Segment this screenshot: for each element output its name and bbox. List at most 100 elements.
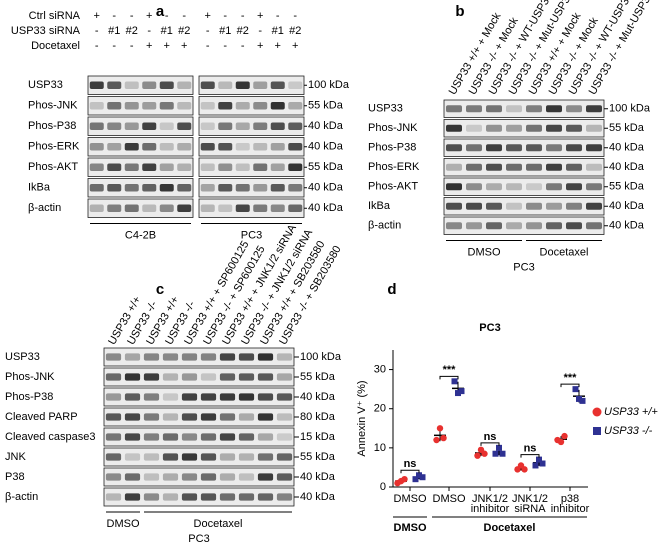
lane-symbol: - bbox=[112, 40, 116, 52]
band bbox=[446, 202, 462, 210]
blot-size: 40 kDa bbox=[300, 391, 336, 403]
lane-symbol: #1 bbox=[272, 25, 284, 37]
band bbox=[143, 473, 160, 481]
band bbox=[546, 202, 562, 210]
band bbox=[546, 163, 562, 171]
band bbox=[238, 473, 255, 481]
band bbox=[177, 143, 192, 151]
band bbox=[270, 143, 285, 151]
band bbox=[162, 473, 179, 481]
blot-size: 40 kDa bbox=[308, 202, 344, 214]
band bbox=[486, 105, 502, 113]
blot-label: Phos-P38 bbox=[368, 142, 416, 154]
blot-label: USP33 bbox=[368, 103, 403, 115]
band bbox=[276, 393, 293, 401]
band bbox=[238, 453, 255, 461]
band bbox=[142, 204, 157, 212]
band bbox=[253, 122, 268, 130]
band bbox=[162, 493, 179, 501]
lane-symbol: - bbox=[206, 25, 210, 37]
band bbox=[177, 163, 192, 171]
band bbox=[124, 493, 141, 501]
band bbox=[546, 124, 562, 132]
sig-bracket bbox=[560, 383, 580, 388]
band bbox=[177, 184, 192, 192]
blot-box bbox=[103, 407, 295, 427]
band bbox=[124, 81, 139, 89]
point bbox=[433, 436, 440, 444]
point bbox=[458, 388, 465, 395]
panel-label: d bbox=[387, 281, 396, 298]
blot-box bbox=[198, 96, 305, 116]
band bbox=[105, 373, 122, 381]
blot-box bbox=[87, 75, 194, 95]
legend-label: USP33 -/- bbox=[604, 425, 653, 437]
blot-size: 55 kDa bbox=[609, 181, 645, 193]
legend-label: USP33 +/+ bbox=[604, 406, 658, 418]
blot-box bbox=[103, 447, 295, 467]
band bbox=[566, 183, 582, 191]
panel-label: b bbox=[455, 3, 464, 20]
lane-symbol: #2 bbox=[178, 25, 190, 37]
band bbox=[181, 353, 198, 361]
blot-box bbox=[103, 427, 295, 447]
lane-symbol: + bbox=[164, 40, 170, 52]
band bbox=[506, 202, 522, 210]
point bbox=[451, 378, 458, 385]
blot-box bbox=[198, 75, 305, 95]
blot-size: 55 kDa bbox=[300, 371, 336, 383]
band bbox=[159, 122, 174, 130]
band bbox=[162, 433, 179, 441]
band bbox=[162, 353, 179, 361]
band bbox=[526, 202, 542, 210]
band bbox=[107, 163, 122, 171]
lane-symbol: - bbox=[206, 40, 210, 52]
band bbox=[546, 183, 562, 191]
blot-box bbox=[87, 198, 194, 218]
band bbox=[276, 353, 293, 361]
sig-label: ns bbox=[524, 443, 537, 455]
band bbox=[162, 393, 179, 401]
band bbox=[105, 393, 122, 401]
blot-size: 100 kDa bbox=[308, 79, 350, 91]
point bbox=[539, 460, 546, 467]
band bbox=[162, 453, 179, 461]
panel-label: c bbox=[156, 281, 164, 298]
band bbox=[181, 453, 198, 461]
y-tick-label: 10 bbox=[374, 442, 386, 454]
band bbox=[253, 143, 268, 151]
band bbox=[143, 373, 160, 381]
band bbox=[181, 493, 198, 501]
band bbox=[270, 163, 285, 171]
band bbox=[238, 353, 255, 361]
lane-symbol: + bbox=[146, 10, 152, 22]
band bbox=[288, 122, 303, 130]
blot-box bbox=[103, 487, 295, 507]
band bbox=[238, 373, 255, 381]
group-label: Docetaxel bbox=[194, 518, 243, 530]
sig-label: *** bbox=[443, 364, 457, 376]
blot-box bbox=[443, 197, 605, 216]
x-tick-label: p38 inhibitor bbox=[551, 493, 590, 515]
band bbox=[200, 493, 217, 501]
band bbox=[89, 204, 104, 212]
lane-symbol: - bbox=[130, 10, 134, 22]
band bbox=[238, 393, 255, 401]
band bbox=[219, 373, 236, 381]
band bbox=[200, 393, 217, 401]
band bbox=[446, 144, 462, 152]
band bbox=[200, 122, 215, 130]
sig-bracket bbox=[480, 442, 500, 446]
lane-symbol: - bbox=[241, 40, 245, 52]
point bbox=[481, 450, 488, 457]
blot-box bbox=[443, 119, 605, 138]
band bbox=[253, 81, 268, 89]
band bbox=[586, 163, 602, 171]
band bbox=[270, 204, 285, 212]
band bbox=[107, 184, 122, 192]
blot-label: P38 bbox=[5, 471, 25, 483]
lane-symbol: - bbox=[130, 40, 134, 52]
y-tick-label: 30 bbox=[374, 363, 386, 375]
point bbox=[536, 456, 542, 463]
band bbox=[181, 393, 198, 401]
